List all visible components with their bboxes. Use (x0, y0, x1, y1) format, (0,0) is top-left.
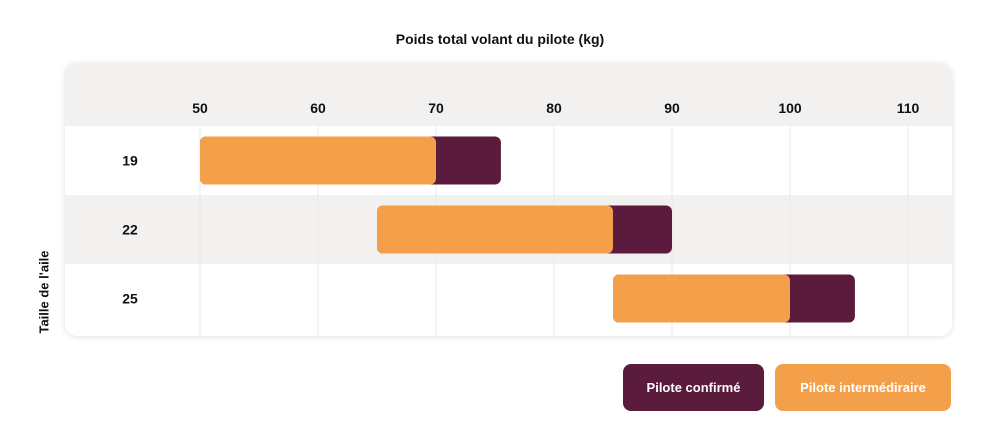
category-label: 22 (122, 222, 138, 238)
y-axis-label: Taille de l'aile (36, 250, 52, 334)
x-tick-label: 110 (897, 100, 920, 116)
legend-intermediate-button[interactable]: Pilote intermédiraire (775, 364, 951, 411)
range-bar (377, 205, 613, 254)
header-band (65, 63, 952, 126)
x-tick-label: 100 (778, 100, 802, 116)
x-tick-label: 80 (546, 100, 562, 116)
x-tick-label: 70 (428, 100, 444, 116)
row-background (65, 126, 952, 195)
range-bar (200, 136, 436, 185)
range-bar (613, 274, 790, 323)
x-tick-label: 60 (310, 100, 326, 116)
x-tick-label: 90 (664, 100, 680, 116)
range-bar-chart: 50 60 70 80 90 100 110 19 22 25 (65, 63, 952, 336)
chart-panel: 50 60 70 80 90 100 110 19 22 25 (65, 63, 952, 336)
chart-title: Poids total volant du pilote (kg) (395, 31, 605, 47)
category-label: 19 (122, 153, 138, 169)
legend-confirmed-button[interactable]: Pilote confirmé (623, 364, 764, 411)
x-tick-label: 50 (192, 100, 208, 116)
category-label: 25 (122, 291, 138, 307)
